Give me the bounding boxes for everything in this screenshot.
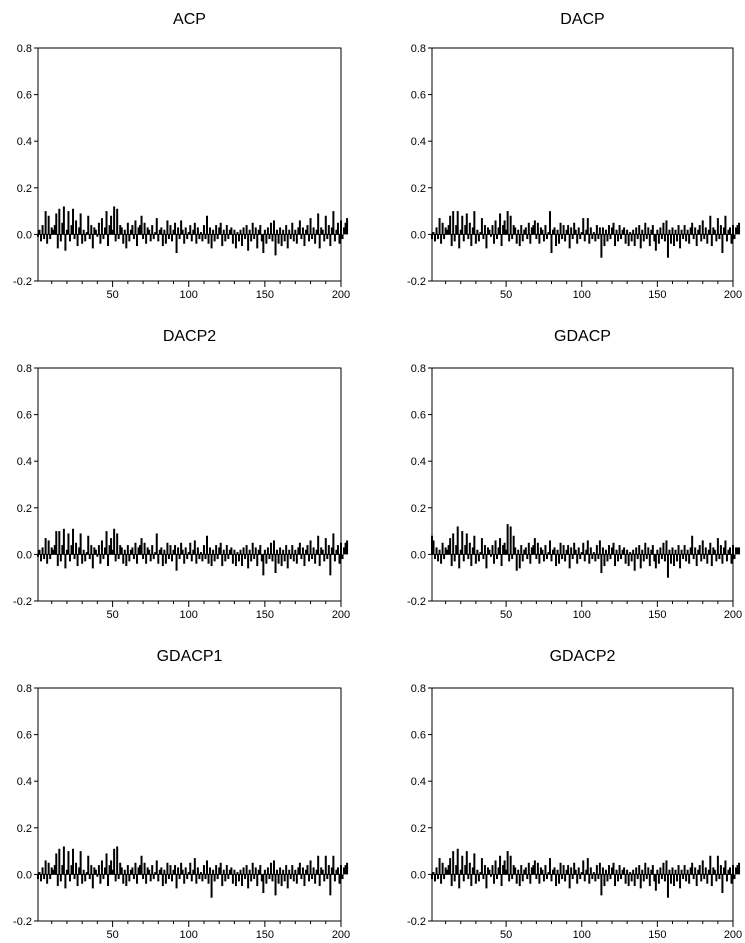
y-tick-label: 0.0 — [411, 549, 426, 561]
chart-panel-1: ACP -0.2 0.0 0.2 0.4 0.6 0.8 50 100 150 200 — [13, 11, 350, 301]
y-tick-label: -0.2 — [13, 596, 32, 608]
y-tick-label: 0.6 — [17, 410, 32, 422]
x-tick-label: 150 — [256, 929, 274, 941]
x-tick-label: 100 — [180, 609, 198, 621]
chart-panel-4: GDACP -0.2 0.0 0.2 0.4 0.6 0.8 50 100 150 200 — [407, 328, 742, 621]
x-tick-label: 150 — [648, 929, 666, 941]
x-tick-label: 150 — [648, 609, 666, 621]
y-tick-label: -0.2 — [407, 916, 426, 928]
chart-title: DACP — [560, 11, 604, 28]
x-tick-label: 100 — [180, 289, 198, 301]
bar-series — [431, 524, 741, 578]
x-tick-label: 50 — [500, 929, 512, 941]
y-tick-label: 0.2 — [17, 823, 32, 835]
y-tick-label: 0.0 — [17, 229, 32, 241]
y-tick-label: 0.6 — [17, 90, 32, 102]
plot-frame — [37, 47, 342, 282]
x-tick-label: 50 — [106, 289, 118, 301]
chart-title: GDACP1 — [157, 648, 223, 665]
bar-series — [37, 846, 349, 898]
x-tick-label: 50 — [106, 929, 118, 941]
chart-panel-2: DACP -0.2 0.0 0.2 0.4 0.6 0.8 50 100 150 200 — [407, 11, 742, 301]
bar-series — [431, 211, 741, 258]
y-tick-label: 0.6 — [411, 90, 426, 102]
y-tick-label: 0.0 — [17, 549, 32, 561]
y-tick-label: -0.2 — [13, 916, 32, 928]
chart-title: DACP2 — [163, 328, 216, 345]
chart-title: GDACP2 — [550, 648, 616, 665]
y-tick-label: 0.2 — [17, 183, 32, 195]
y-tick-label: 0.6 — [411, 730, 426, 742]
chart-panel-3: DACP2 -0.2 0.0 0.2 0.4 0.6 0.8 50 100 150 200 — [13, 328, 350, 621]
x-tick-label: 200 — [332, 289, 350, 301]
y-tick-label: 0.2 — [17, 503, 32, 515]
x-tick-label: 150 — [648, 289, 666, 301]
y-tick-label: -0.2 — [13, 276, 32, 288]
x-tick-label: 100 — [573, 929, 591, 941]
y-tick-label: 0.4 — [411, 456, 426, 468]
plot-frame — [37, 367, 342, 602]
x-tick-label: 200 — [724, 289, 742, 301]
x-tick-label: 200 — [724, 609, 742, 621]
x-tick-label: 100 — [573, 609, 591, 621]
x-tick-label: 50 — [106, 609, 118, 621]
y-tick-label: 0.8 — [17, 363, 32, 375]
y-tick-label: 0.8 — [17, 683, 32, 695]
chart-title: GDACP — [554, 328, 611, 345]
chart-panel-6: GDACP2 -0.2 0.0 0.2 0.4 0.6 0.8 50 100 150 200 — [407, 648, 742, 941]
y-tick-label: 0.8 — [411, 683, 426, 695]
bar-series — [37, 206, 349, 256]
chart-panel-5: GDACP1 -0.2 0.0 0.2 0.4 0.6 0.8 50 100 150 200 — [13, 648, 350, 941]
bar-series — [37, 528, 349, 576]
y-tick-label: 0.4 — [17, 136, 32, 148]
y-tick-label: 0.0 — [411, 229, 426, 241]
y-tick-label: 0.8 — [411, 43, 426, 55]
y-tick-label: 0.2 — [411, 503, 426, 515]
y-tick-label: -0.2 — [407, 276, 426, 288]
x-tick-label: 200 — [332, 929, 350, 941]
chart-title: ACP — [173, 11, 206, 28]
bar-series — [431, 848, 741, 898]
x-tick-label: 150 — [256, 289, 274, 301]
x-tick-label: 50 — [500, 609, 512, 621]
y-tick-label: 0.8 — [411, 363, 426, 375]
y-tick-label: 0.6 — [17, 730, 32, 742]
y-tick-label: 0.8 — [17, 43, 32, 55]
y-tick-label: 0.0 — [17, 869, 32, 881]
x-tick-label: 100 — [573, 289, 591, 301]
y-tick-label: 0.6 — [411, 410, 426, 422]
y-tick-label: 0.4 — [411, 136, 426, 148]
y-tick-label: 0.2 — [411, 183, 426, 195]
y-tick-label: 0.2 — [411, 823, 426, 835]
plot-frame — [431, 687, 734, 922]
x-tick-label: 150 — [256, 609, 274, 621]
plot-frame — [431, 367, 734, 602]
x-tick-label: 50 — [500, 289, 512, 301]
x-tick-label: 200 — [724, 929, 742, 941]
plot-frame — [431, 47, 734, 282]
y-tick-label: -0.2 — [407, 596, 426, 608]
y-tick-label: 0.0 — [411, 869, 426, 881]
y-tick-label: 0.4 — [17, 776, 32, 788]
x-tick-label: 100 — [180, 929, 198, 941]
y-tick-label: 0.4 — [411, 776, 426, 788]
y-tick-label: 0.4 — [17, 456, 32, 468]
x-tick-label: 200 — [332, 609, 350, 621]
plot-frame — [37, 687, 342, 922]
